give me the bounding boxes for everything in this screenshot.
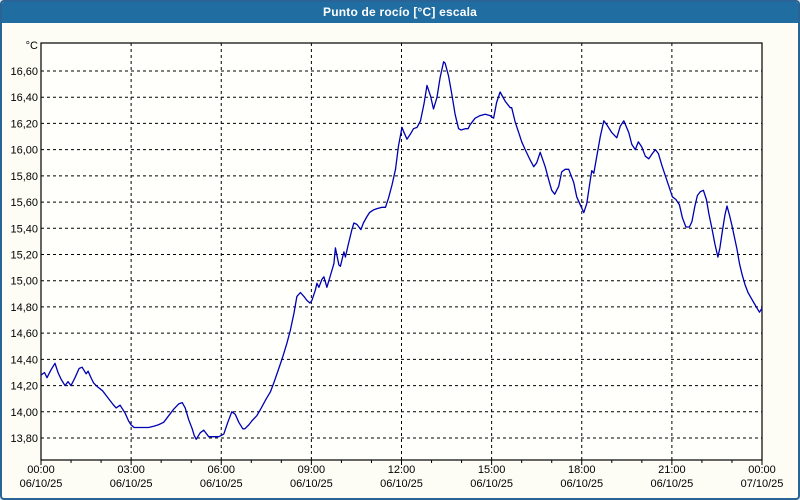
x-tick-time-label: 21:00 <box>658 464 686 476</box>
x-tick-date-label: 06/10/25 <box>200 478 243 490</box>
y-tick-label: 14,20 <box>10 381 38 393</box>
x-axis-ticks <box>40 460 763 465</box>
y-tick-label: 16,00 <box>10 145 38 157</box>
x-axis-labels: 00:00 06/10/25 03:00 06/10/25 06:00 06/10/25 0… <box>20 464 784 490</box>
y-tick-label: 14,40 <box>10 354 38 366</box>
y-axis-unit-label: °C <box>26 40 38 52</box>
x-tick-date-label: 06/10/25 <box>20 478 63 490</box>
x-tick-time-label: 09:00 <box>298 464 326 476</box>
y-tick-label: 14,60 <box>10 328 38 340</box>
x-tick-date-label: 06/10/25 <box>290 478 333 490</box>
x-tick-date-label: 06/10/25 <box>470 478 513 490</box>
x-tick-date-label: 06/10/25 <box>560 478 603 490</box>
y-tick-label: 13,80 <box>10 433 38 445</box>
y-tick-label: 15,60 <box>10 197 38 209</box>
x-tick-date-label: 07/10/25 <box>741 478 784 490</box>
y-axis-labels: 16,60 16,40 16,20 16,00 15,80 15,60 15,40 15,20… <box>10 66 38 445</box>
window-title: Punto de rocío [°C] escala <box>2 2 798 23</box>
x-tick-time-label: 06:00 <box>207 464 235 476</box>
x-tick-time-label: 00:00 <box>748 464 776 476</box>
x-tick-date-label: 06/10/25 <box>380 478 423 490</box>
y-tick-label: 16,60 <box>10 66 38 78</box>
x-tick-time-label: 18:00 <box>568 464 596 476</box>
dew-point-line <box>40 61 763 440</box>
y-tick-label: 16,20 <box>10 118 38 130</box>
y-tick-label: 16,40 <box>10 92 38 104</box>
y-tick-label: 14,00 <box>10 407 38 419</box>
x-tick-date-label: 06/10/25 <box>650 478 693 490</box>
y-tick-label: 14,80 <box>10 302 38 314</box>
x-tick-time-label: 12:00 <box>388 464 416 476</box>
x-tick-time-label: 00:00 <box>27 464 55 476</box>
y-tick-label: 15,80 <box>10 171 38 183</box>
y-tick-label: 15,20 <box>10 250 38 262</box>
x-tick-date-label: 06/10/25 <box>110 478 153 490</box>
x-tick-time-label: 03:00 <box>117 464 145 476</box>
x-tick-time-label: 15:00 <box>478 464 506 476</box>
plot-area <box>40 42 763 461</box>
y-tick-label: 15,40 <box>10 223 38 235</box>
y-tick-label: 15,00 <box>10 276 38 288</box>
